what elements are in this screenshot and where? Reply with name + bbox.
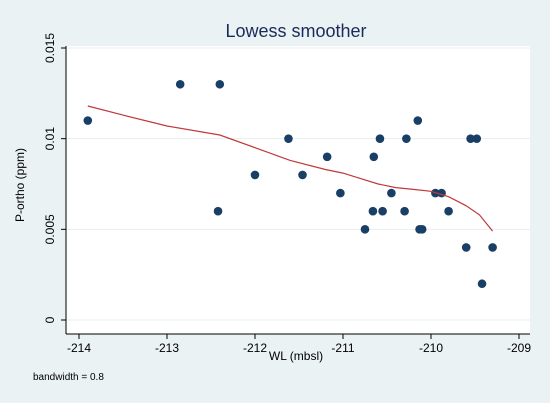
data-point [413, 116, 423, 125]
data-point [322, 152, 332, 162]
x-tick-label: -209 [507, 341, 531, 355]
y-tick-label: 0 [43, 316, 57, 323]
plot-area [66, 46, 530, 334]
x-tick-label: -212 [243, 341, 267, 355]
y-axis-ticks: 0 0.005 0.01 0.015 [43, 33, 66, 323]
data-point [378, 206, 387, 216]
data-point [284, 134, 293, 143]
data-point [466, 134, 475, 143]
data-point [298, 170, 307, 180]
y-axis-label: P-ortho (ppm) [13, 148, 27, 222]
x-tick-label: -211 [331, 341, 354, 355]
data-point [360, 225, 370, 234]
data-point [213, 206, 223, 216]
y-tick-label: 0.005 [43, 214, 57, 244]
data-point [400, 206, 409, 216]
y-tick-label: 0.01 [43, 127, 57, 151]
data-point [83, 116, 93, 125]
data-point [472, 134, 482, 143]
gridlines [66, 47, 530, 321]
scatter-series [83, 79, 497, 289]
x-tick-label: -214 [67, 341, 91, 355]
data-point [402, 134, 411, 143]
data-point [336, 188, 345, 198]
data-point [250, 170, 260, 180]
data-point [368, 206, 378, 216]
chart-title: Lowess smoother [225, 21, 366, 41]
x-tick-label: -213 [155, 341, 179, 355]
bandwidth-note: bandwidth = 0.8 [33, 372, 104, 383]
x-axis-label: WL (mbsl) [269, 349, 323, 363]
data-point [375, 134, 385, 143]
data-point [488, 243, 497, 252]
x-axis-ticks: -214 -213 -212 -211 -210 -209 [67, 334, 531, 355]
data-point [477, 279, 487, 289]
data-point [387, 188, 396, 198]
data-point [461, 243, 471, 252]
data-point [417, 225, 427, 234]
y-tick-label: 0.015 [43, 33, 57, 63]
x-tick-label: -210 [419, 341, 443, 355]
data-point [175, 79, 185, 89]
data-point [444, 206, 453, 216]
data-point [369, 152, 379, 162]
lowess-line [87, 105, 494, 232]
data-point [215, 79, 225, 89]
